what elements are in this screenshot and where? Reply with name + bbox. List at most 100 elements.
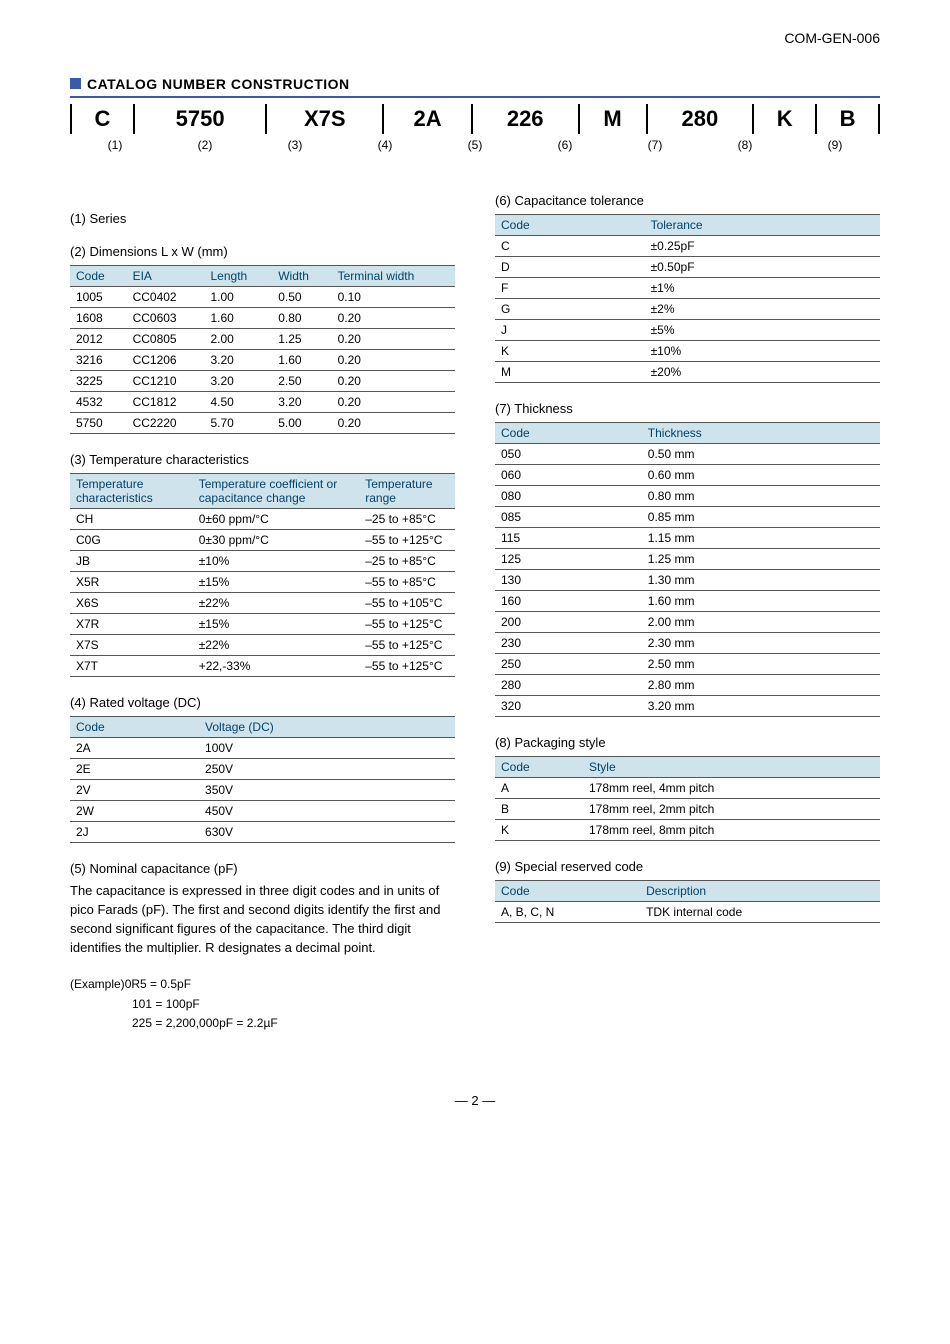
table-cell: ±10% [193, 551, 360, 572]
column-header: Code [70, 717, 199, 738]
table-cell: 5.00 [272, 413, 331, 434]
table-row: A, B, C, NTDK internal code [495, 902, 880, 923]
table-cell: 3216 [70, 350, 127, 371]
table-row: X7T+22,-33%–55 to +125°C [70, 656, 455, 677]
table-row: F±1% [495, 278, 880, 299]
table-cell: 0.20 [332, 329, 455, 350]
table-cell: 0.80 [272, 308, 331, 329]
table-cell: 320 [495, 696, 642, 717]
catalog-index: (3) [250, 136, 340, 153]
table-cell: 0.20 [332, 308, 455, 329]
table-cell: 250V [199, 759, 455, 780]
table-cell: CC0805 [127, 329, 205, 350]
table-cell: 5750 [70, 413, 127, 434]
column-header: Code [70, 266, 127, 287]
page-number: — 2 — [70, 1093, 880, 1108]
catalog-segment: 226 [472, 104, 579, 134]
table-cell: 1.25 [272, 329, 331, 350]
table-cell: 0.50 [272, 287, 331, 308]
table-cell: A [495, 778, 583, 799]
table-cell: –55 to +125°C [359, 614, 455, 635]
table-cell: 4.50 [205, 392, 273, 413]
left-column: (1) Series (2) Dimensions L x W (mm) Cod… [70, 193, 455, 1033]
table-cell: 2J [70, 822, 199, 843]
table-cell: C [495, 236, 645, 257]
table-cell: X7R [70, 614, 193, 635]
table-cell: J [495, 320, 645, 341]
packaging-heading: (8) Packaging style [495, 735, 880, 750]
table-cell: 2A [70, 738, 199, 759]
table-cell: G [495, 299, 645, 320]
table-row: 1601.60 mm [495, 591, 880, 612]
table-cell: X7T [70, 656, 193, 677]
dimensions-heading: (2) Dimensions L x W (mm) [70, 244, 455, 259]
table-row: 2V350V [70, 780, 455, 801]
column-header: Temperature range [359, 474, 455, 509]
section-title-text: CATALOG NUMBER CONSTRUCTION [87, 76, 350, 92]
table-row: C±0.25pF [495, 236, 880, 257]
packaging-table: CodeStyleA178mm reel, 4mm pitchB178mm re… [495, 756, 880, 841]
table-row: 2012CC08052.001.250.20 [70, 329, 455, 350]
table-cell: 080 [495, 486, 642, 507]
table-cell: 2E [70, 759, 199, 780]
column-header: Thickness [642, 423, 880, 444]
table-cell: 280 [495, 675, 642, 696]
table-cell: CC0603 [127, 308, 205, 329]
column-header: Style [583, 757, 880, 778]
table-row: B178mm reel, 2mm pitch [495, 799, 880, 820]
table-cell: JB [70, 551, 193, 572]
table-cell: C0G [70, 530, 193, 551]
catalog-index: (7) [610, 136, 700, 153]
table-row: 2A100V [70, 738, 455, 759]
catalog-segment: C [71, 104, 134, 134]
catalog-index: (9) [790, 136, 880, 153]
table-cell: CC2220 [127, 413, 205, 434]
table-cell: X7S [70, 635, 193, 656]
table-cell: 5.70 [205, 413, 273, 434]
table-cell: F [495, 278, 645, 299]
dimensions-table: CodeEIALengthWidthTerminal width1005CC04… [70, 265, 455, 434]
table-row: 2302.30 mm [495, 633, 880, 654]
example-3: 225 = 2,200,000pF = 2.2µF [132, 1014, 455, 1033]
table-cell: 0±30 ppm/°C [193, 530, 360, 551]
table-cell: 3225 [70, 371, 127, 392]
column-header: Length [205, 266, 273, 287]
table-cell: 1.30 mm [642, 570, 880, 591]
table-cell: ±1% [645, 278, 880, 299]
table-cell: 178mm reel, 4mm pitch [583, 778, 880, 799]
table-cell: 178mm reel, 8mm pitch [583, 820, 880, 841]
table-cell: 230 [495, 633, 642, 654]
table-cell: ±20% [645, 362, 880, 383]
table-cell: B [495, 799, 583, 820]
table-cell: CC0402 [127, 287, 205, 308]
table-cell: –55 to +85°C [359, 572, 455, 593]
table-cell: 4532 [70, 392, 127, 413]
table-row: 2002.00 mm [495, 612, 880, 633]
column-header: Tolerance [645, 215, 880, 236]
table-cell: –55 to +105°C [359, 593, 455, 614]
table-cell: 1.60 [272, 350, 331, 371]
table-row: D±0.50pF [495, 257, 880, 278]
table-cell: ±15% [193, 614, 360, 635]
table-cell: 2.00 [205, 329, 273, 350]
table-cell: 1005 [70, 287, 127, 308]
table-cell: +22,-33% [193, 656, 360, 677]
table-cell: 130 [495, 570, 642, 591]
table-cell: 2012 [70, 329, 127, 350]
table-cell: ±10% [645, 341, 880, 362]
voltage-heading: (4) Rated voltage (DC) [70, 695, 455, 710]
example-1: 0R5 = 0.5pF [125, 977, 191, 991]
table-cell: ±5% [645, 320, 880, 341]
catalog-index: (1) [70, 136, 160, 153]
table-row: 0500.50 mm [495, 444, 880, 465]
table-cell: 0.20 [332, 392, 455, 413]
catalog-segment: 2A [383, 104, 472, 134]
table-cell: CH [70, 509, 193, 530]
table-cell: K [495, 820, 583, 841]
table-cell: D [495, 257, 645, 278]
table-cell: 0.10 [332, 287, 455, 308]
table-cell: 1.00 [205, 287, 273, 308]
thickness-heading: (7) Thickness [495, 401, 880, 416]
thickness-table: CodeThickness0500.50 mm0600.60 mm0800.80… [495, 422, 880, 717]
table-cell: 0.80 mm [642, 486, 880, 507]
